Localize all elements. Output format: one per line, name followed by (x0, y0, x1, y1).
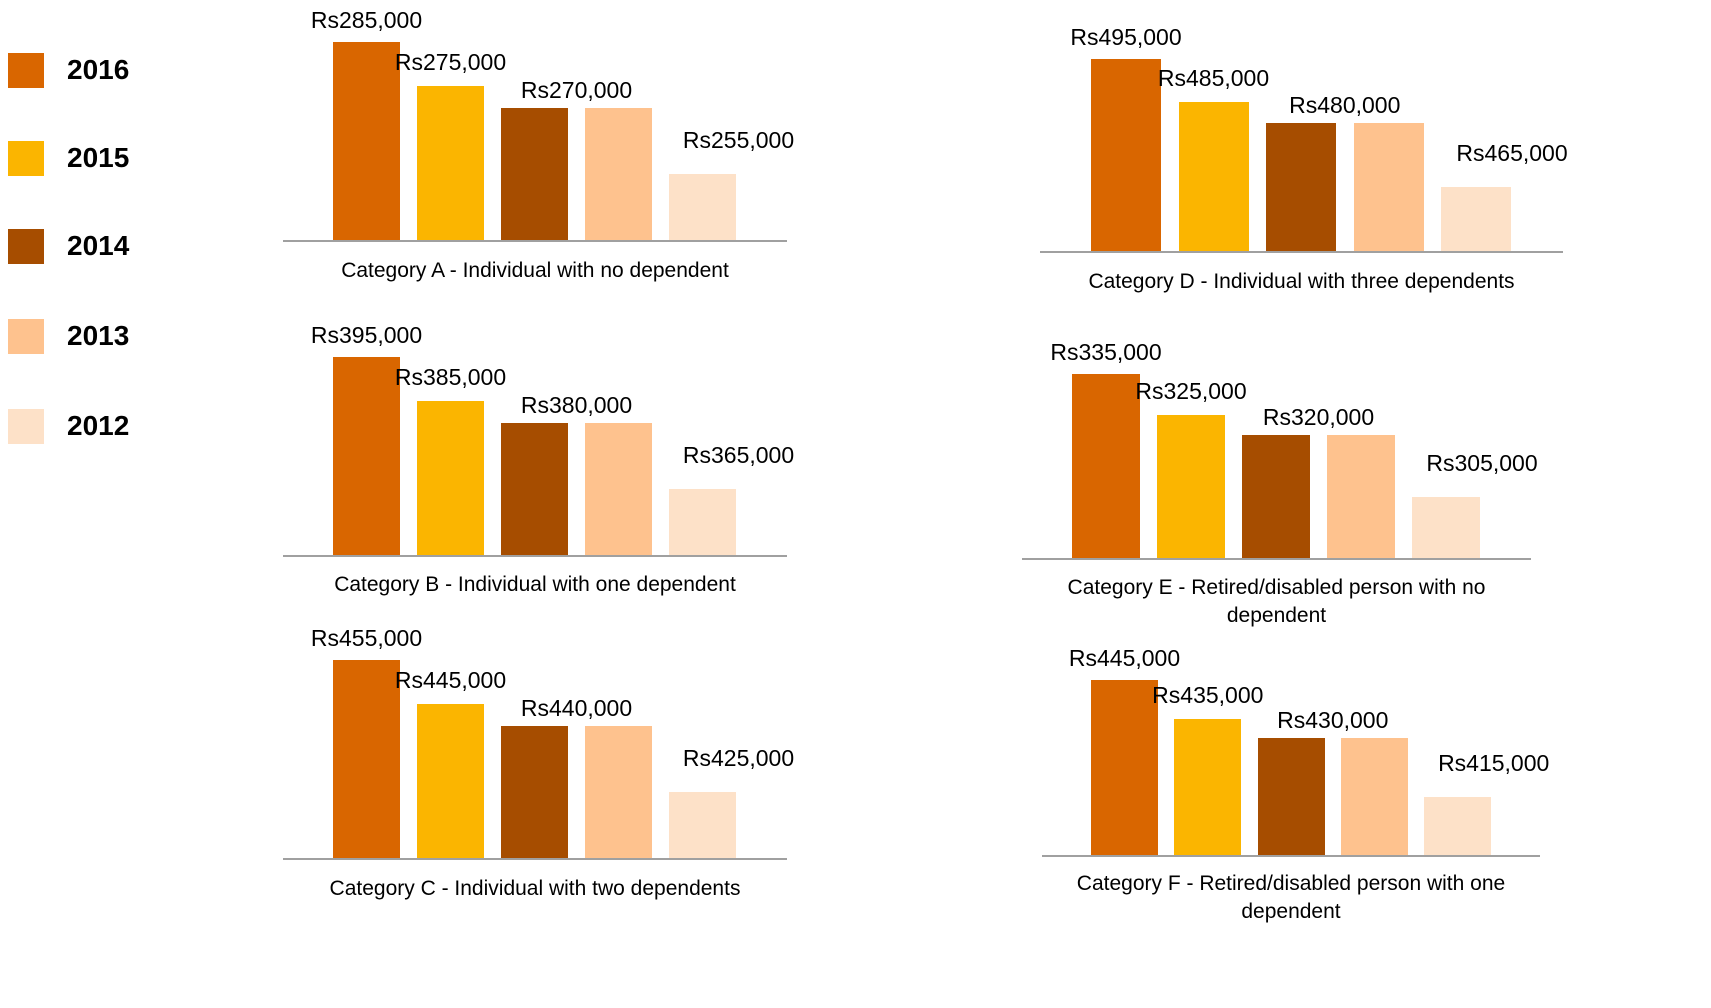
value-label: Rs480,000 (1289, 92, 1401, 119)
legend-label: 2014 (67, 230, 130, 261)
value-label: Rs325,000 (1135, 377, 1247, 404)
legend-swatch (8, 53, 44, 88)
bar (1327, 435, 1395, 558)
bar (501, 108, 568, 240)
legend-swatch (8, 141, 44, 176)
bar (669, 489, 736, 555)
value-label: Rs365,000 (682, 442, 795, 468)
value-label: Rs495,000 (1070, 24, 1182, 51)
chart-caption: Category E - Retired/disabled person wit… (1067, 576, 1486, 627)
bar (417, 401, 484, 555)
value-label: Rs445,000 (1068, 644, 1181, 671)
x-axis (283, 858, 787, 860)
legend-swatch (8, 409, 44, 444)
value-label: Rs455,000 (310, 625, 423, 651)
value-label: Rs285,000 (310, 7, 423, 33)
value-label: Rs275,000 (394, 49, 507, 75)
value-label: Rs385,000 (394, 364, 507, 390)
chart-caption: Category C - Individual with two depende… (329, 877, 741, 900)
bar (1178, 101, 1249, 251)
bar (1353, 123, 1424, 251)
bar (333, 357, 400, 555)
bar (1157, 414, 1225, 558)
bar (1266, 123, 1336, 251)
bar (1091, 59, 1161, 251)
value-label: Rs435,000 (1152, 681, 1264, 708)
bar (333, 42, 400, 240)
legend-label: 2015 (67, 142, 130, 173)
value-label: Rs395,000 (310, 322, 423, 348)
bar (1242, 435, 1310, 558)
bar (1072, 373, 1140, 558)
bar (669, 174, 736, 240)
bar (1174, 718, 1242, 855)
value-label: Rs320,000 (1262, 404, 1375, 430)
bar (333, 660, 400, 858)
x-axis (283, 240, 787, 242)
bar (417, 86, 484, 240)
bar (417, 704, 484, 858)
value-label: Rs380,000 (520, 392, 633, 418)
x-axis (1042, 855, 1540, 857)
bar (1441, 187, 1511, 251)
bar (1257, 738, 1325, 855)
bar (501, 726, 568, 858)
value-label: Rs430,000 (1277, 707, 1389, 733)
bar (669, 792, 736, 858)
bar (1340, 738, 1408, 855)
chart-caption: Category B - Individual with one depende… (334, 573, 736, 596)
chart-caption: Category A - Individual with no dependen… (341, 259, 729, 282)
chart-caption: Category D - Individual with three depen… (1088, 270, 1515, 293)
legend-label: 2016 (67, 54, 130, 85)
x-axis (283, 555, 787, 557)
bar (585, 108, 652, 240)
chart-caption: Category F - Retired/disabled person wit… (1076, 872, 1506, 923)
value-label: Rs425,000 (682, 745, 795, 771)
legend-swatch (8, 229, 44, 264)
value-label: Rs305,000 (1426, 449, 1538, 476)
value-label: Rs485,000 (1157, 64, 1270, 91)
value-label: Rs255,000 (682, 127, 795, 153)
x-axis (1040, 251, 1563, 253)
bar (585, 423, 652, 555)
bar (1091, 679, 1158, 855)
bar (501, 423, 568, 555)
legend-label: 2012 (67, 410, 130, 441)
legend-label: 2013 (67, 320, 130, 351)
bar (1424, 796, 1492, 855)
bar (585, 726, 652, 858)
value-label: Rs270,000 (520, 77, 633, 103)
x-axis (1022, 558, 1531, 560)
value-label: Rs335,000 (1050, 338, 1162, 365)
legend-swatch (8, 319, 44, 354)
value-label: Rs440,000 (520, 695, 633, 721)
value-label: Rs445,000 (394, 667, 507, 693)
value-label: Rs465,000 (1456, 140, 1568, 167)
value-label: Rs415,000 (1438, 749, 1550, 776)
bar (1412, 496, 1480, 558)
